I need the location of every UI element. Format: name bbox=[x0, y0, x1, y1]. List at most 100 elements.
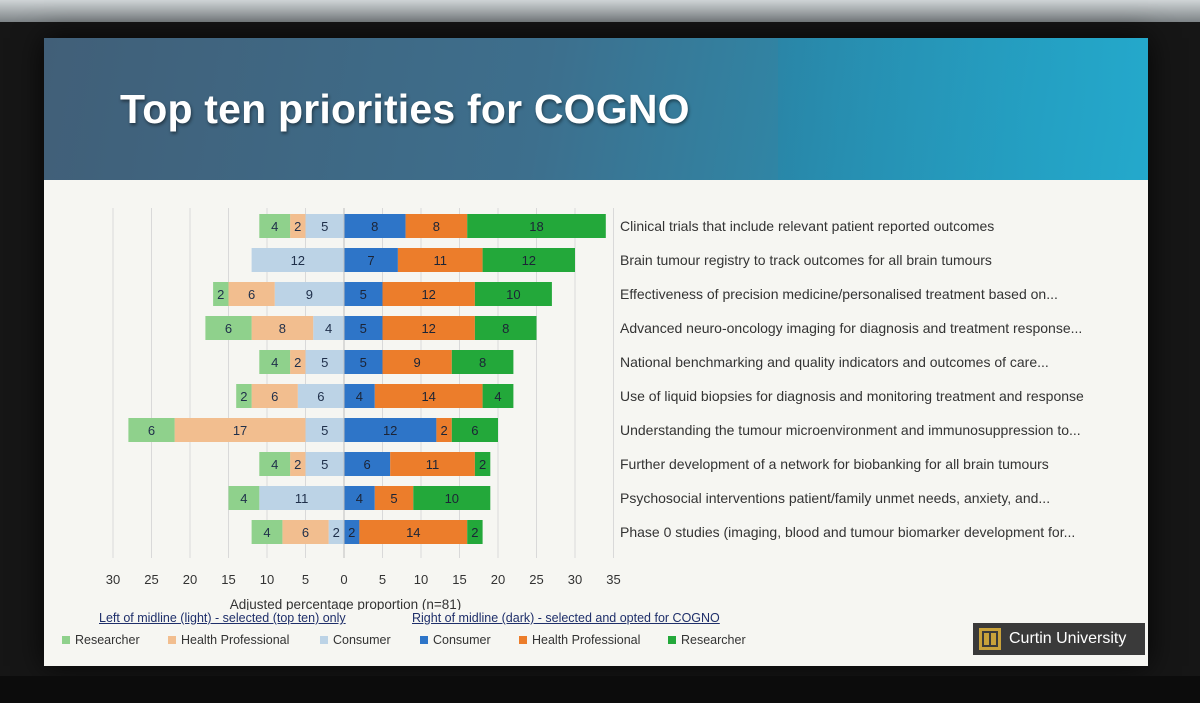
bar-value-label: 12 bbox=[291, 253, 305, 268]
bar-segment-left-consumer bbox=[305, 350, 344, 374]
header-accent-panel bbox=[778, 38, 1148, 180]
bar-segment-right-health-professional bbox=[359, 520, 468, 544]
bar-segment-right-consumer bbox=[344, 214, 406, 238]
bar-segment-left-consumer bbox=[259, 486, 344, 510]
bar-segment-left-health-professional bbox=[251, 316, 314, 340]
bar-segment-left-researcher bbox=[259, 350, 291, 374]
legend-swatch bbox=[668, 636, 676, 644]
bar-value-label: 4 bbox=[356, 389, 363, 404]
legend-swatch bbox=[320, 636, 328, 644]
bar-value-label: 8 bbox=[502, 321, 509, 336]
legend-item-health-professional-dark: Health Professional bbox=[519, 633, 640, 647]
bar-segment-right-health-professional bbox=[374, 384, 483, 408]
legend-item-consumer-light: Consumer bbox=[320, 633, 391, 647]
bar-segment-right-researcher bbox=[474, 282, 552, 306]
bar-segment-left-consumer bbox=[328, 520, 344, 544]
bar-segment-right-health-professional bbox=[382, 316, 475, 340]
bar-value-label: 2 bbox=[479, 457, 486, 472]
bar-segment-right-health-professional bbox=[382, 350, 452, 374]
legend-swatch bbox=[168, 636, 176, 644]
x-tick-label: 20 bbox=[183, 572, 197, 587]
legend-item-health-professional-light: Health Professional bbox=[168, 633, 289, 647]
x-tick-label: 0 bbox=[340, 572, 347, 587]
bar-value-label: 17 bbox=[233, 423, 247, 438]
legend-label: Health Professional bbox=[532, 633, 641, 647]
category-label: Effectiveness of precision medicine/pers… bbox=[620, 286, 1058, 302]
bar-value-label: 2 bbox=[217, 287, 224, 302]
room-ceiling bbox=[0, 0, 1200, 22]
bar-segment-right-researcher bbox=[474, 452, 491, 476]
category-label: Understanding the tumour microenvironmen… bbox=[620, 422, 1081, 438]
bar-segment-left-health-professional bbox=[228, 282, 275, 306]
bar-value-label: 6 bbox=[148, 423, 155, 438]
bar-segment-left-researcher bbox=[259, 214, 291, 238]
bar-value-label: 5 bbox=[321, 457, 328, 472]
bar-value-label: 4 bbox=[263, 525, 270, 540]
bar-segment-left-health-professional bbox=[251, 384, 298, 408]
legend-label: Consumer bbox=[333, 633, 391, 647]
bar-segment-right-consumer bbox=[344, 282, 383, 306]
bar-segment-right-consumer bbox=[344, 316, 383, 340]
bar-value-label: 6 bbox=[248, 287, 255, 302]
bar-value-label: 18 bbox=[529, 219, 543, 234]
logo-text: Curtin University bbox=[1009, 630, 1127, 647]
bar-value-label: 14 bbox=[421, 389, 435, 404]
bar-segment-left-health-professional bbox=[290, 452, 306, 476]
bar-segment-left-health-professional bbox=[290, 350, 306, 374]
bar-value-label: 5 bbox=[360, 355, 367, 370]
room-floor bbox=[0, 676, 1200, 703]
category-label: Clinical trials that include relevant pa… bbox=[620, 218, 994, 234]
bar-value-label: 2 bbox=[240, 389, 247, 404]
bar-segment-left-consumer bbox=[297, 384, 344, 408]
bar-value-label: 6 bbox=[302, 525, 309, 540]
bar-segment-right-consumer bbox=[344, 486, 375, 510]
x-tick-label: 15 bbox=[221, 572, 235, 587]
bar-segment-left-health-professional bbox=[174, 418, 306, 442]
bar-segment-right-health-professional bbox=[405, 214, 468, 238]
bar-segment-left-researcher bbox=[236, 384, 252, 408]
x-tick-label: 5 bbox=[302, 572, 309, 587]
bar-segment-left-researcher bbox=[213, 282, 229, 306]
slide-header: Top ten priorities for COGNO bbox=[44, 38, 1148, 180]
legend: Researcher Health Professional Consumer … bbox=[56, 633, 776, 653]
bar-value-label: 6 bbox=[471, 423, 478, 438]
bar-value-label: 14 bbox=[406, 525, 420, 540]
legend-label: Health Professional bbox=[181, 633, 290, 647]
category-label: Psychosocial interventions patient/famil… bbox=[620, 490, 1050, 506]
bar-value-label: 9 bbox=[414, 355, 421, 370]
bar-value-label: 5 bbox=[360, 287, 367, 302]
bar-value-label: 4 bbox=[271, 355, 278, 370]
bar-value-label: 6 bbox=[225, 321, 232, 336]
projected-slide: Top ten priorities for COGNO 30 25 20 15 10 5… bbox=[44, 38, 1148, 666]
bar-segment-right-researcher bbox=[482, 384, 514, 408]
x-tick-label: 10 bbox=[414, 572, 428, 587]
category-label: Brain tumour registry to track outcomes … bbox=[620, 252, 992, 268]
legend-item-consumer-dark: Consumer bbox=[420, 633, 491, 647]
bar-value-label: 6 bbox=[363, 457, 370, 472]
bar-value-label: 11 bbox=[434, 253, 448, 268]
bar-segment-left-consumer bbox=[251, 248, 344, 272]
x-tick-label: 30 bbox=[106, 572, 120, 587]
bar-segment-left-researcher bbox=[251, 520, 283, 544]
legend-item-researcher-dark: Researcher bbox=[668, 633, 746, 647]
bar-segment-left-consumer bbox=[305, 452, 344, 476]
bar-value-label: 5 bbox=[390, 491, 397, 506]
bar-value-label: 5 bbox=[321, 219, 328, 234]
bar-value-label: 7 bbox=[367, 253, 374, 268]
bar-segment-right-consumer bbox=[344, 520, 360, 544]
bar-value-label: 2 bbox=[333, 525, 340, 540]
x-tick-label: 35 bbox=[606, 572, 620, 587]
bar-segment-right-researcher bbox=[467, 214, 606, 238]
x-tick-label: 30 bbox=[568, 572, 582, 587]
bar-segment-right-researcher bbox=[482, 248, 575, 272]
bar-value-label: 8 bbox=[279, 321, 286, 336]
slide-title: Top ten priorities for COGNO bbox=[120, 86, 690, 132]
bar-segment-right-researcher bbox=[451, 418, 498, 442]
bar-segment-left-researcher bbox=[228, 486, 260, 510]
legend-right-heading: Right of midline (dark) - selected and o… bbox=[412, 611, 720, 625]
bar-segment-left-consumer bbox=[305, 418, 344, 442]
legend-swatch bbox=[519, 636, 527, 644]
legend-item-researcher-light: Researcher bbox=[62, 633, 140, 647]
legend-label: Consumer bbox=[433, 633, 491, 647]
bar-value-label: 2 bbox=[294, 457, 301, 472]
